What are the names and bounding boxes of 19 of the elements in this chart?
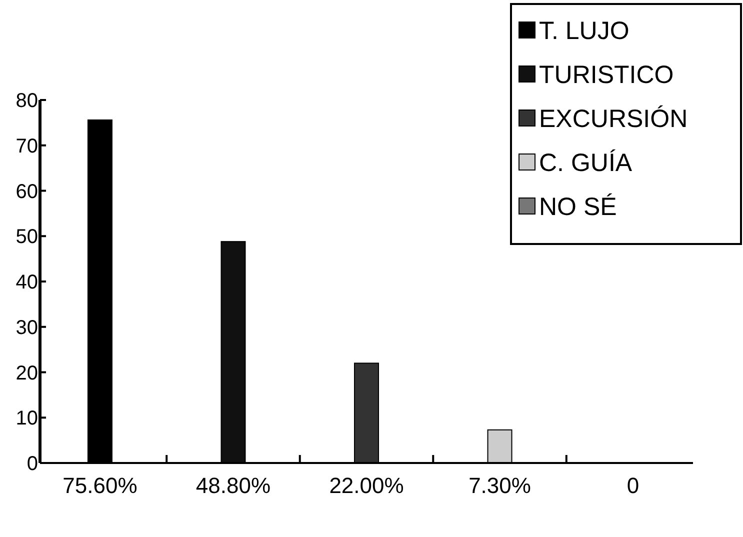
x-tick-label: 48.80%	[196, 473, 271, 498]
legend-label: C. GUÍA	[539, 148, 632, 177]
y-tick-label: 70	[16, 135, 38, 158]
y-tick-label: 80	[16, 90, 38, 112]
legend-label: EXCURSIÓN	[539, 104, 688, 133]
y-tick-label: 60	[16, 180, 38, 203]
x-tick-label: 22.00%	[329, 473, 404, 498]
legend-label: TURISTICO	[539, 60, 674, 89]
x-tick-label: 75.60%	[62, 473, 138, 498]
y-tick-label: 0	[26, 453, 38, 475]
y-tick-label: 30	[16, 316, 38, 339]
y-tick-label: 10	[16, 408, 38, 430]
y-tick-label: 50	[16, 226, 38, 248]
legend-label: T. LUJO	[539, 16, 630, 45]
x-tick-label: 7.30%	[468, 473, 531, 498]
x-tick-label: 0	[626, 473, 640, 498]
y-tick-label: 20	[16, 362, 38, 384]
y-tick-label: 40	[16, 272, 38, 294]
legend-label: NO SÉ	[539, 192, 617, 221]
